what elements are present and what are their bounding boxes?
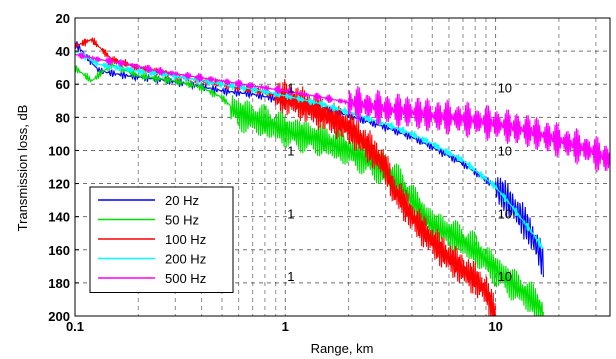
y-tick-label: 160 bbox=[48, 243, 70, 258]
grid-annotation: 10 bbox=[498, 143, 512, 158]
series-line bbox=[75, 62, 544, 316]
grid-annotation: 10 bbox=[498, 269, 512, 284]
legend-label: 50 Hz bbox=[165, 213, 199, 228]
grid-annotation: 1 bbox=[287, 81, 294, 96]
legend-label: 500 Hz bbox=[165, 271, 206, 286]
annotations: 1 10 1 10 1 10 1 10 bbox=[287, 81, 512, 285]
y-axis-ticks: 20 40 60 80 100 120 140 160 180 200 bbox=[48, 11, 79, 324]
series-layer bbox=[75, 36, 610, 316]
x-tick-label: 1 bbox=[282, 319, 289, 334]
plot-frame bbox=[74, 17, 611, 317]
y-tick-label: 180 bbox=[48, 276, 70, 291]
x-tick-label: 0.1 bbox=[66, 319, 84, 334]
y-tick-label: 100 bbox=[48, 143, 70, 158]
series-line bbox=[75, 52, 610, 173]
x-axis-title: Range, km bbox=[311, 341, 374, 356]
y-tick-label: 140 bbox=[48, 210, 70, 225]
y-tick-label: 120 bbox=[48, 177, 70, 192]
legend-label: 100 Hz bbox=[165, 232, 206, 247]
legend-label: 20 Hz bbox=[165, 193, 199, 208]
grid-annotation: 1 bbox=[287, 143, 294, 158]
y-tick-label: 60 bbox=[56, 77, 70, 92]
y-tick-label: 200 bbox=[48, 309, 70, 324]
grid-annotation: 10 bbox=[498, 206, 512, 221]
series-line bbox=[75, 36, 496, 316]
y-tick-label: 20 bbox=[56, 11, 70, 26]
series-line bbox=[75, 50, 544, 250]
grid-annotation: 1 bbox=[287, 206, 294, 221]
y-axis-title: Transmission loss, dB bbox=[15, 105, 30, 232]
y-tick-label: 40 bbox=[56, 44, 70, 59]
grid-annotation: 10 bbox=[498, 81, 512, 96]
legend-label: 200 Hz bbox=[165, 252, 206, 267]
legend: 20 Hz 50 Hz 100 Hz 200 Hz 500 Hz bbox=[89, 186, 234, 293]
x-tick-label: 10 bbox=[488, 319, 502, 334]
x-axis-ticks: 0.1 1 10 bbox=[66, 319, 503, 334]
grid-annotation: 1 bbox=[287, 269, 294, 284]
y-tick-label: 80 bbox=[56, 110, 70, 125]
